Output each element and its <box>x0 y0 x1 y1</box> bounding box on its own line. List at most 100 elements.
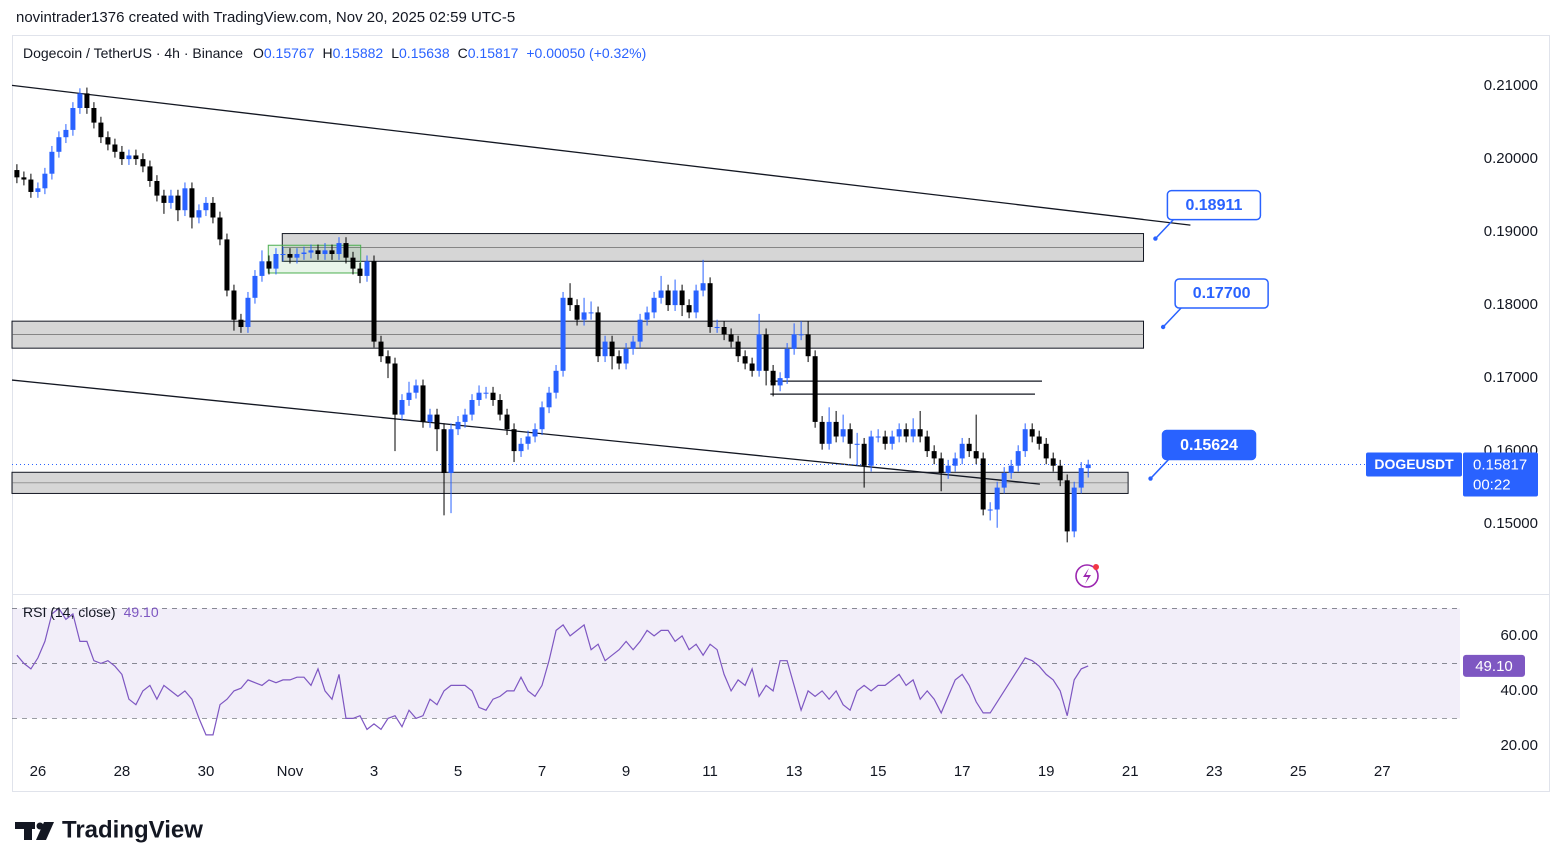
candle-body <box>455 421 461 430</box>
candle-body <box>322 250 328 255</box>
candle-body <box>868 436 874 466</box>
candle-body <box>126 155 132 160</box>
candle-body <box>980 458 986 510</box>
callout-pointer <box>1149 459 1170 480</box>
ohlc-name: H <box>322 45 333 61</box>
candle-body <box>14 170 20 178</box>
x-tick-label: Nov <box>277 763 304 780</box>
rsi-title: RSI (14, close) <box>23 604 116 620</box>
x-tick-label: 30 <box>198 763 215 780</box>
candle-body <box>882 436 888 444</box>
candle-body <box>896 429 902 437</box>
candle-body <box>462 414 468 422</box>
candle-body <box>448 429 454 474</box>
candle-body <box>994 487 1000 510</box>
x-tick-label: 28 <box>114 763 131 780</box>
candle-body <box>889 436 895 444</box>
candle-body <box>693 290 699 313</box>
x-tick-label: 25 <box>1290 763 1307 780</box>
candle-body <box>392 363 398 415</box>
x-tick-label: 26 <box>30 763 47 780</box>
candle-body <box>294 254 300 258</box>
candle-body <box>791 334 797 349</box>
candle-body <box>280 254 286 256</box>
candle-body <box>1085 464 1091 469</box>
candle-body <box>420 385 426 422</box>
callout-dot <box>1160 324 1166 330</box>
candle-body <box>1043 443 1049 459</box>
candle-body <box>798 334 804 336</box>
candle-body <box>1001 473 1007 488</box>
candle-body <box>567 297 573 306</box>
x-tick-label: 3 <box>370 763 378 780</box>
candle-body <box>749 363 755 371</box>
drawings <box>11 84 1191 494</box>
candle-body <box>266 261 272 269</box>
candle-body <box>63 129 69 138</box>
candle-body <box>875 436 881 438</box>
candle-body <box>224 239 230 291</box>
y-tick-label: 0.19000 <box>1484 223 1538 240</box>
countdown-label: 00:22 <box>1473 476 1511 493</box>
candle-body <box>1071 487 1077 532</box>
candle-body <box>133 155 139 160</box>
candle-body <box>441 429 447 474</box>
callout-box <box>1161 429 1257 461</box>
candle-body <box>196 210 202 218</box>
candle-body <box>763 334 769 371</box>
candle-body <box>497 400 503 415</box>
candle-body <box>700 283 706 291</box>
candle-body <box>574 305 580 320</box>
candle-body <box>679 290 685 306</box>
chart-frame <box>12 35 1550 792</box>
callout-pointer <box>1154 219 1174 240</box>
candle-body <box>504 414 510 430</box>
candle-body <box>784 348 790 379</box>
callout-label: 0.17700 <box>1193 285 1251 302</box>
rsi-value-box <box>1463 654 1525 677</box>
candle-body <box>637 319 643 342</box>
candle-body <box>399 400 405 415</box>
candle-body <box>1036 436 1042 444</box>
x-tick-label: 19 <box>1038 763 1055 780</box>
candle-body <box>161 195 167 203</box>
candle-body <box>560 297 566 371</box>
candle-body <box>917 429 923 437</box>
callout-dot <box>1153 236 1158 241</box>
candle-body <box>833 421 839 437</box>
ohlc-value: 0.15767 <box>263 45 315 61</box>
candle-body <box>581 312 587 320</box>
candle-body <box>672 290 678 306</box>
rsi-value: 49.10 <box>123 604 159 620</box>
candle-body <box>539 407 545 430</box>
candle-body <box>427 414 433 422</box>
x-tick-label: 15 <box>870 763 887 780</box>
candle-body <box>112 144 118 152</box>
rsi-legend: RSI (14, close) 49.10 <box>23 604 159 620</box>
candle-body <box>1078 468 1084 488</box>
x-tick-label: 13 <box>786 763 803 780</box>
ohlc-value: 0.15817 <box>467 45 519 61</box>
x-tick-label: 11 <box>702 763 718 780</box>
candle-body <box>518 443 524 452</box>
candle-body <box>42 173 48 189</box>
header-text: novintrader1376 created with TradingView… <box>16 9 516 26</box>
candle-body <box>147 166 153 182</box>
candle-body <box>630 341 636 349</box>
candles <box>14 87 1091 543</box>
callout-box <box>1166 189 1262 221</box>
rsi-tick-label: 60.00 <box>1500 627 1538 644</box>
candle-body <box>413 385 419 393</box>
x-tick-label: 7 <box>538 763 546 780</box>
candle-body <box>469 400 475 415</box>
x-tick-label: 17 <box>954 763 971 780</box>
candle-body <box>588 312 594 314</box>
ohlc-name: C <box>457 45 468 61</box>
candle-body <box>259 261 265 276</box>
trend-line <box>11 84 1191 226</box>
candle-body <box>154 181 160 196</box>
candle-body <box>1050 458 1056 466</box>
callout-pointer <box>1162 307 1182 328</box>
candle-body <box>231 290 237 320</box>
